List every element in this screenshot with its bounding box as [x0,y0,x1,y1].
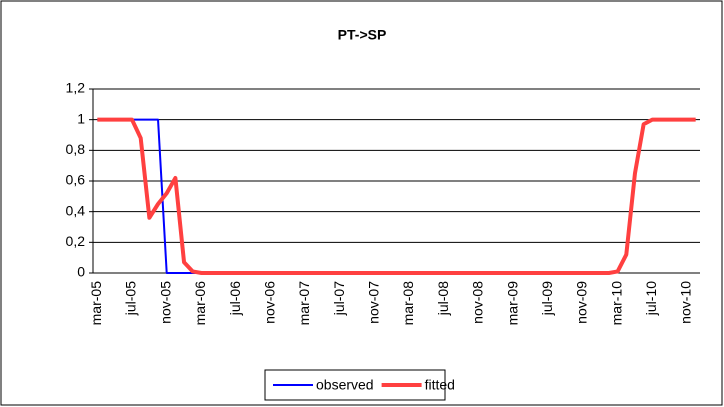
x-tick-label: nov-09 [574,281,590,324]
legend-label: fitted [425,377,455,393]
chart-title: PT->SP [338,27,387,43]
y-tick-label: 0,4 [66,202,86,218]
x-tick-label: jul-10 [643,281,659,316]
y-tick-label: 1,2 [66,80,86,96]
y-tick-label: 0,6 [66,172,86,188]
x-tick-label: mar-07 [296,281,312,326]
y-tick-label: 0 [77,264,85,280]
legend-label: observed [316,377,374,393]
x-tick-label: nov-06 [261,281,277,324]
x-tick-label: jul-08 [435,281,451,316]
y-tick-label: 0,8 [66,141,86,157]
x-tick-label: nov-05 [157,281,173,324]
x-tick-label: jul-07 [331,281,347,316]
x-tick-label: mar-05 [88,281,104,326]
x-tick-label: mar-06 [192,281,208,326]
x-tick-label: nov-08 [470,281,486,324]
series-line [97,117,696,275]
x-tick-label: mar-10 [608,281,624,326]
x-tick-label: jul-06 [227,281,243,316]
x-tick-label: nov-07 [366,281,382,324]
x-tick-label: jul-05 [123,281,139,316]
x-tick-label: mar-09 [504,281,520,326]
x-tick-label: mar-08 [400,281,416,326]
y-tick-label: 0,2 [66,233,86,249]
x-tick-label: jul-09 [539,281,555,316]
y-tick-label: 1 [77,110,85,126]
x-tick-label: nov-10 [678,281,694,324]
